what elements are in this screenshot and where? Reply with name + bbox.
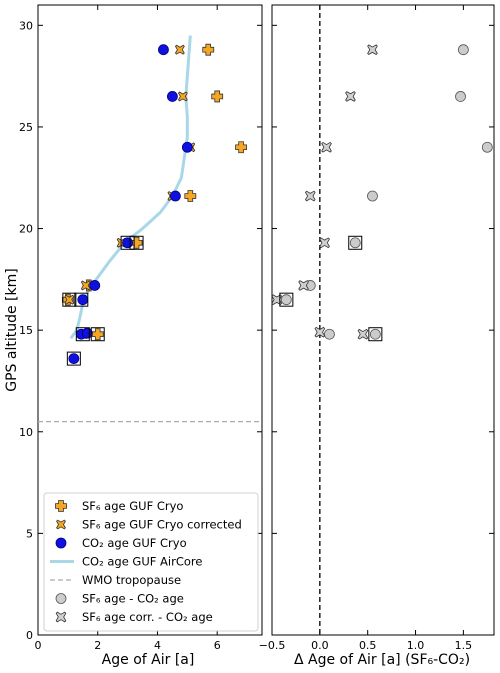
diff-point [280, 294, 292, 306]
co2-point [181, 141, 193, 153]
left-xtick-label: 6 [214, 639, 221, 652]
co2-point [89, 280, 101, 291]
legend-label: CO₂ age GUF AirCore [82, 555, 202, 569]
legend-diff-marker [55, 593, 67, 604]
diff-corrected-point [304, 190, 316, 202]
co2-point [166, 91, 178, 102]
legend: SF₆ age GUF Cryo SF₆ age GUF Cryo correct… [43, 492, 259, 632]
legend-label: SF₆ age corr. - CO₂ age [82, 610, 213, 624]
flagged-box [120, 235, 135, 250]
co2-point [77, 294, 89, 306]
left-ytick-label: 25 [19, 121, 33, 134]
diff-point [455, 91, 466, 102]
flagged-box [348, 235, 363, 250]
flagged-box [129, 235, 144, 250]
sf6-point [202, 43, 215, 56]
right-xtick-label: 0.5 [359, 639, 377, 652]
sf6-corrected-point [64, 294, 75, 305]
left-xtick-label: 4 [154, 639, 161, 652]
legend-co2-marker [55, 537, 67, 549]
sf6-corrected-point [80, 280, 91, 291]
left-ytick-label: 5 [26, 527, 33, 540]
left-panel: 0 2 4 6 0 5 10 15 20 25 30 [19, 4, 263, 652]
flagged-box [66, 351, 81, 366]
sf6-point [184, 190, 197, 202]
legend-label: CO₂ age GUF Cryo [82, 536, 187, 550]
co2-point [68, 353, 80, 365]
diff-corrected-point [321, 141, 332, 153]
right-xtick-label: 1.0 [407, 639, 425, 652]
flagged-box [75, 327, 90, 342]
right-panel: −0.5 0.0 0.5 1.0 1.5 [259, 4, 495, 652]
left-ytick-label: 10 [19, 426, 33, 439]
right-xtick-label: 0.0 [311, 639, 329, 652]
diff-point [367, 190, 378, 202]
right-xtick-label: 1.5 [455, 639, 473, 652]
diff-corrected-point [271, 294, 283, 305]
left-ytick-label: 15 [19, 324, 33, 337]
diff-corrected-point [345, 91, 356, 102]
left-frame [37, 4, 263, 636]
left-ylabel: GPS altitude [km] [4, 268, 20, 391]
diff-corrected-point [298, 280, 309, 291]
flagged-box [368, 327, 383, 342]
flagged-box [90, 327, 105, 342]
diff-corrected-point [357, 328, 369, 340]
diff-corrected-point [314, 326, 326, 338]
right-xlabel: Δ Age of Air [a] (SF₆-CO₂) [294, 652, 470, 668]
flagged-box [62, 292, 77, 307]
left-xlabel: Age of Air [a] [102, 652, 195, 668]
legend-diff-corrected-marker [55, 611, 67, 623]
legend-label: WMO tropopause [82, 573, 181, 587]
co2-point [122, 237, 133, 249]
legend-label: SF₆ age GUF Cryo [82, 499, 183, 513]
diff-corrected-point [319, 237, 330, 249]
legend-label: SF₆ age GUF Cryo corrected [82, 518, 242, 532]
flagged-box [279, 292, 294, 307]
sf6-corrected-point [174, 44, 185, 55]
right-frame [271, 4, 495, 636]
diff-point [324, 328, 335, 340]
diff-point [481, 141, 493, 153]
legend-sf6-corrected-marker [56, 519, 66, 530]
legend-frame [43, 492, 259, 632]
diff-point [457, 44, 469, 56]
co2-point [169, 190, 181, 202]
sf6-point [235, 141, 247, 154]
diff-corrected-point [367, 44, 378, 56]
left-xtick-label: 2 [94, 639, 101, 652]
diff-point [349, 237, 361, 249]
left-ytick-label: 30 [19, 19, 33, 32]
left-xtick-label: 0 [35, 639, 42, 652]
legend-label: SF₆ age - CO₂ age [82, 592, 184, 606]
diff-point [369, 328, 381, 340]
legend-sf6-marker [55, 500, 67, 512]
sf6-corrected-point [177, 91, 188, 102]
left-ytick-label: 0 [26, 629, 33, 642]
co2-point [158, 44, 169, 56]
sf6-point [211, 90, 224, 103]
left-ytick-label: 20 [19, 223, 33, 236]
flagged-box [74, 292, 89, 307]
right-xtick-label: −0.5 [259, 639, 286, 652]
